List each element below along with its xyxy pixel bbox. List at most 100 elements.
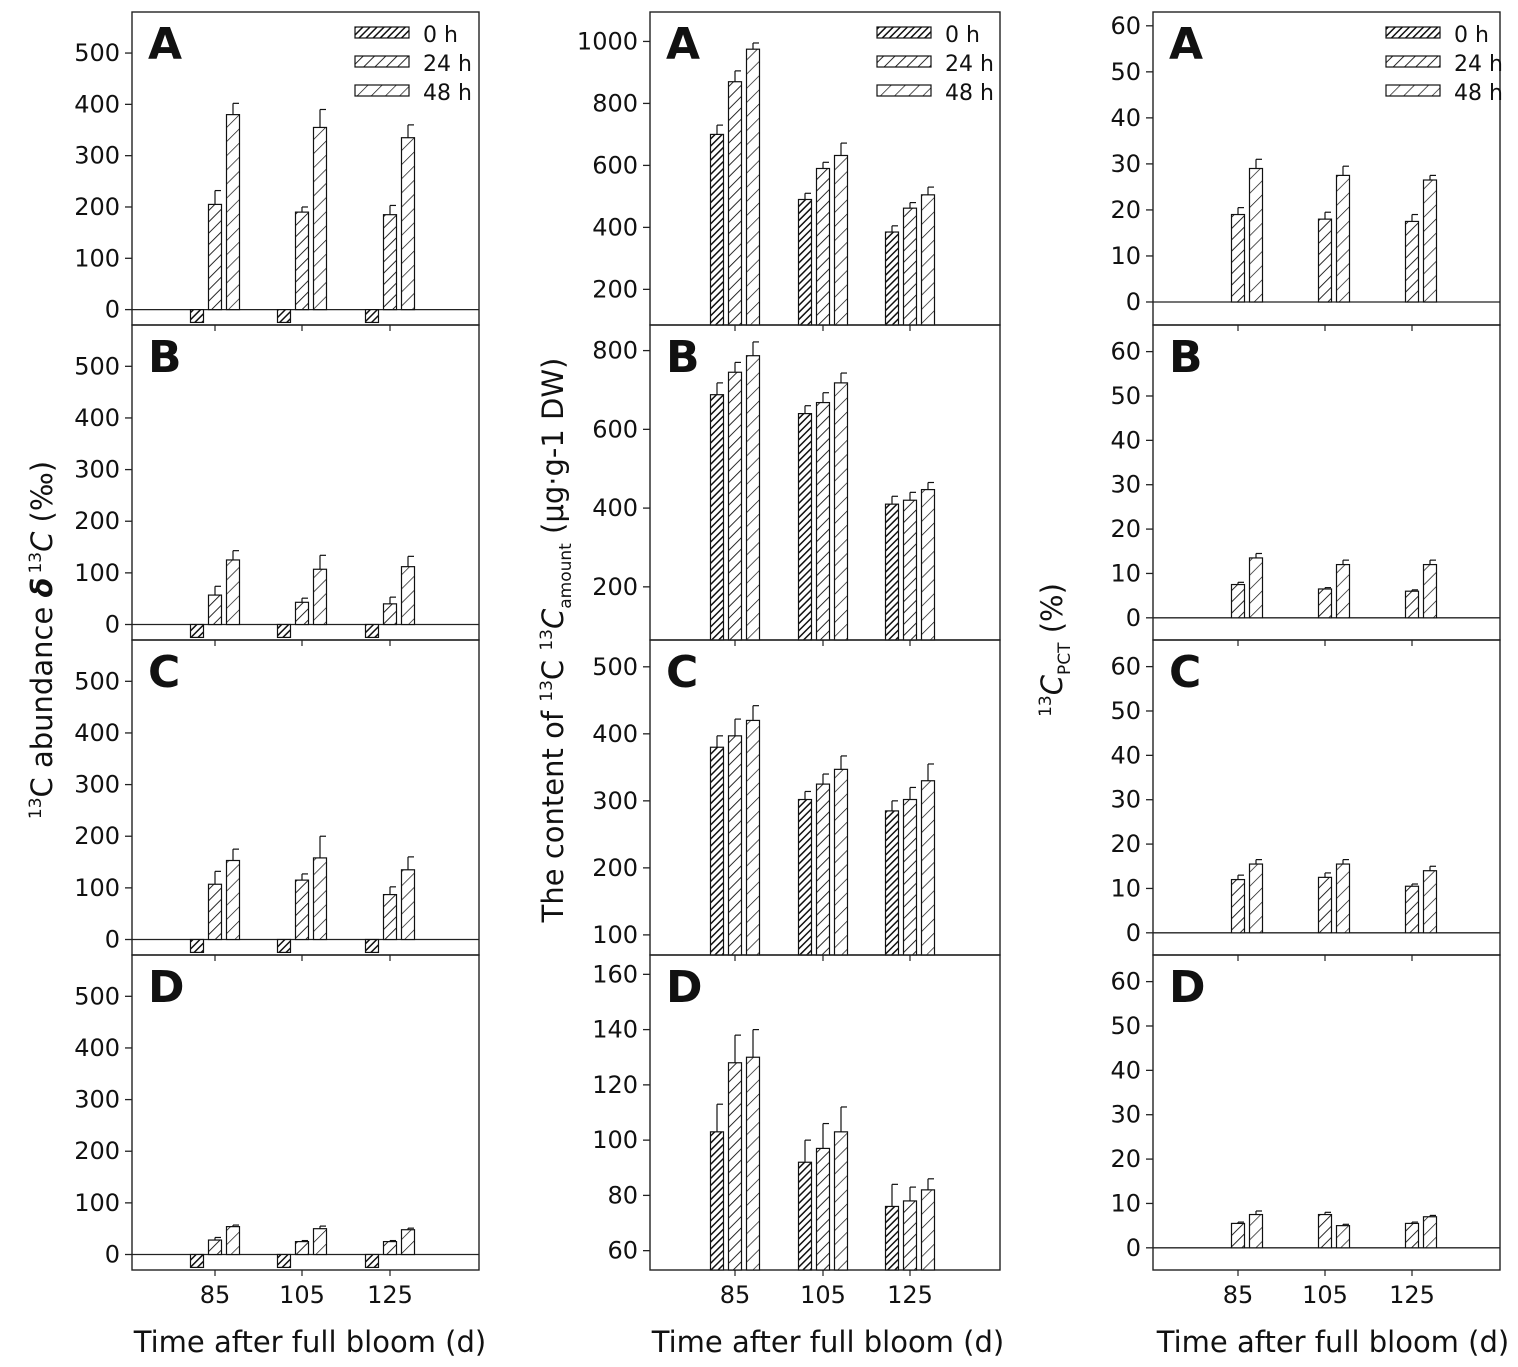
col2-panel-D-xcat-label: 125 <box>887 1281 933 1309</box>
col2-panel-B-ytick-label: 400 <box>592 494 638 522</box>
col1-panel-B-bar-48h-85 <box>225 559 241 626</box>
col2-panel-A-ytick-label: 600 <box>592 151 638 179</box>
col3-xlabel: Time after full bloom (d) <box>1156 1325 1509 1359</box>
col2-panel-D-ytick-label: 80 <box>607 1181 638 1209</box>
col1-ylabel: 13C abundance δ13C (‰) <box>25 461 59 819</box>
col1-panel-B-bar-24h-105 <box>294 601 310 626</box>
col1-panel-B-ytick-label: 0 <box>105 611 120 639</box>
col3-panel-B-ytick-label: 20 <box>1110 515 1141 543</box>
col3-panel-B-ytick-label: 60 <box>1110 338 1141 366</box>
col1-panel-D-xcat-label: 125 <box>367 1281 413 1309</box>
col2-panel-C-bar-24h-105 <box>815 783 831 956</box>
col3-panel-C-bar-24h-125 <box>1404 885 1420 934</box>
col3-panel-D-xcat-label: 105 <box>1302 1281 1348 1309</box>
col1-panel-D-bar-24h-125 <box>382 1240 398 1256</box>
col3-panel-D: 0 10 20 30 40 50 60 D 85 105 125 <box>1110 954 1501 1309</box>
col1-panel-B-bar-24h-85 <box>207 594 223 626</box>
col1-panel-A-bar-48h-105 <box>312 126 328 311</box>
col1-panel-A-label: A <box>148 19 182 70</box>
col3-panel-D-bar-48h-125 <box>1422 1216 1438 1249</box>
col2-panel-B-bar-0h-105 <box>797 412 813 641</box>
col1-panel-A-legend-swatch <box>354 55 410 68</box>
col2-panel-C: 100 200 300 400 500 C <box>592 639 1001 961</box>
col3-panel-B-bar-24h-125 <box>1404 590 1420 619</box>
col3-panel-D-bar-48h-105 <box>1335 1225 1351 1249</box>
col3-panel-C: 0 10 20 30 40 50 60 C <box>1110 639 1501 961</box>
col2-panel-D-ytick-label: 160 <box>592 960 638 988</box>
col2-panel-A-ytick-label: 400 <box>592 213 638 241</box>
col1-panel-C-ytick-label: 100 <box>74 874 120 902</box>
col2-panel-D-bar-24h-105 <box>815 1147 831 1271</box>
col2-panel-C-bar-48h-85 <box>745 719 761 956</box>
col2-panel-B-bar-0h-125 <box>884 503 900 641</box>
col2-panel-A-bar-0h-105 <box>797 198 813 326</box>
col1-panel-C-bar-48h-85 <box>225 859 241 941</box>
col1-panel-A-legend-label: 0 h <box>423 23 458 48</box>
col2-panel-C-bar-0h-105 <box>797 798 813 956</box>
col3-panel-D-ytick-label: 50 <box>1110 1012 1141 1040</box>
col3-panel-D-bar-48h-85 <box>1248 1213 1264 1249</box>
col1-panel-A-legend-swatch <box>354 26 410 39</box>
col1-panel-B-bar-24h-125 <box>382 603 398 626</box>
col1-panel-B-bar-0h-125 <box>364 623 380 639</box>
col2-panel-A-legend-label: 0 h <box>945 23 980 48</box>
col3-panel-A-ytick-label: 0 <box>1126 288 1141 316</box>
col2-panel-A: 200 400 600 800 1000 A 0 h 24 h 48 h <box>577 11 1001 331</box>
col1-panel-D-ytick-label: 300 <box>74 1086 120 1114</box>
col1-panel-A-bar-48h-85 <box>225 114 241 311</box>
col1-panel-D-ytick-label: 500 <box>74 982 120 1010</box>
col1-panel-C-bar-24h-85 <box>207 883 223 941</box>
col1-panel-B-ytick-label: 200 <box>74 507 120 535</box>
col2-panel-A-bar-24h-85 <box>727 81 743 326</box>
col2-panel-A-legend-swatch <box>876 55 932 68</box>
col2-panel-D-ytick-label: 60 <box>607 1237 638 1265</box>
col3-ylabel: 13CPCT (%) <box>1035 583 1075 717</box>
col2-panel-D-bar-0h-105 <box>797 1161 813 1271</box>
col3-panel-C-ytick-label: 30 <box>1110 786 1141 814</box>
col1-panel-D-bar-0h-125 <box>364 1253 380 1269</box>
col3-panel-C-bar-24h-85 <box>1230 878 1246 934</box>
col2-panel-B-bar-24h-85 <box>727 371 743 641</box>
col3-panel-A-legend-label: 0 h <box>1454 23 1489 48</box>
col3-panel-A: 0 10 20 30 40 50 60 A 0 h 24 h 48 h <box>1110 11 1503 331</box>
col3-panel-B-bar-48h-105 <box>1335 563 1351 619</box>
col2-panel-D: 60 80 100 120 140 160 D 85 105 125 <box>592 954 1001 1309</box>
col2-panel-A-legend-label: 24 h <box>945 52 994 77</box>
col1-panel-A-bar-0h-85 <box>189 309 205 324</box>
col3-panel-C-ytick-label: 40 <box>1110 741 1141 769</box>
col3-panel-D-ytick-label: 10 <box>1110 1189 1141 1217</box>
col1-panel-C-ytick-label: 0 <box>105 926 120 954</box>
col3-panel-D-ytick-label: 0 <box>1126 1234 1141 1262</box>
col1-panel-A-ytick-label: 300 <box>74 142 120 170</box>
col2-panel-A-bar-48h-85 <box>745 48 761 326</box>
col1-panel-C-ytick-label: 200 <box>74 822 120 850</box>
col2-panel-B-bar-0h-85 <box>709 394 725 641</box>
col3-panel-D-ytick-label: 30 <box>1110 1101 1141 1129</box>
col3-panel-A-bar-24h-85 <box>1230 213 1246 303</box>
col2-panel-D-bar-0h-85 <box>709 1131 725 1271</box>
col1-panel-B-frame <box>131 324 480 641</box>
col1-xlabel: Time after full bloom (d) <box>133 1325 486 1359</box>
col1-panel-D-ytick-label: 400 <box>74 1034 120 1062</box>
col2-panel-A-bar-0h-85 <box>709 133 725 326</box>
col2-panel-B-ytick-label: 200 <box>592 573 638 601</box>
col1-panel-C-label: C <box>148 647 180 698</box>
col2-panel-B-ytick-label: 800 <box>592 337 638 365</box>
col2-panel-B-bar-24h-125 <box>902 499 918 641</box>
col2-panel-C-bar-24h-125 <box>902 798 918 956</box>
col1-panel-C-bar-48h-125 <box>400 869 416 941</box>
col2-ylabel: The content of 13C 13Camount (μg·g-1 DW) <box>536 358 576 924</box>
col1-panel-A-legend-label: 48 h <box>423 81 472 106</box>
col1-panel-A-legend-swatch <box>354 84 410 97</box>
col2-panel-D-bar-48h-105 <box>833 1131 849 1271</box>
col2-panel-C-ytick-label: 400 <box>592 720 638 748</box>
col1-panel-D-ytick-label: 100 <box>74 1189 120 1217</box>
col1-panel-C-bar-24h-125 <box>382 893 398 941</box>
col3-panel-B-bar-48h-125 <box>1422 563 1438 619</box>
col3-panel-B-ytick-label: 40 <box>1110 426 1141 454</box>
col3-panel-D-xcat-label: 125 <box>1389 1281 1435 1309</box>
col1-panel-B-label: B <box>148 332 182 383</box>
col3-panel-B-ytick-label: 0 <box>1126 604 1141 632</box>
col3-panel-A-ytick-label: 20 <box>1110 196 1141 224</box>
